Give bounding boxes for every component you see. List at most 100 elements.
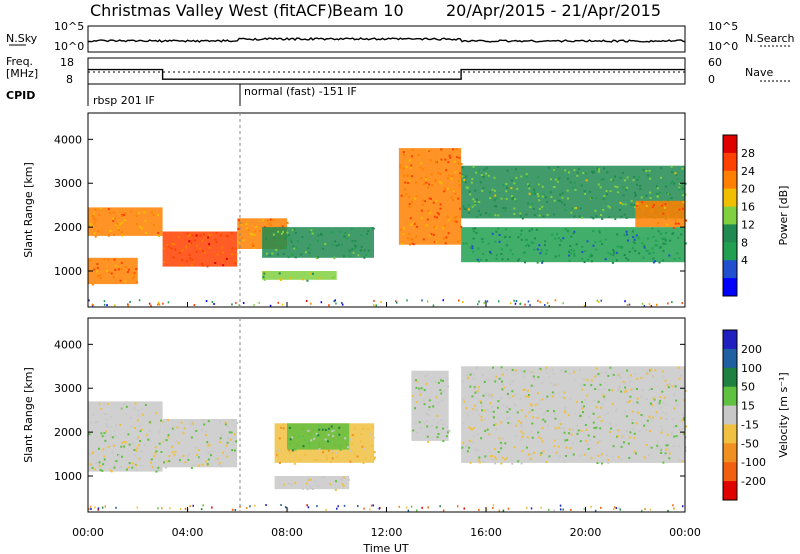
- velocity-speckle: [157, 469, 160, 472]
- velocity-speckle: [372, 426, 375, 429]
- velocity-speckle: [218, 464, 221, 467]
- power-speckle: [567, 230, 570, 233]
- velocity-speckle: [600, 453, 603, 456]
- power-speckle: [544, 196, 547, 199]
- power-speckle: [646, 249, 649, 252]
- velocity-speckle: [129, 416, 132, 419]
- velocity-ylabel: Slant Range [km]: [22, 367, 35, 463]
- power-speckle: [552, 186, 555, 188]
- velocity-speckle: [195, 429, 198, 432]
- velocity-speckle: [632, 428, 634, 431]
- power-speckle: [599, 186, 602, 189]
- velocity-speckle: [135, 449, 138, 452]
- power-speckle: [607, 205, 610, 208]
- velocity-speckle: [155, 450, 158, 453]
- velocity-speckle: [332, 435, 335, 438]
- colorbar-title: Velocity [m s⁻¹]: [777, 372, 790, 457]
- power-speckle: [672, 182, 675, 185]
- power-speckle: [663, 206, 666, 209]
- velocity-near-range-speckle: [286, 508, 289, 511]
- power-speckle: [525, 213, 528, 216]
- power-speckle: [348, 249, 351, 252]
- power-speckle: [293, 228, 296, 231]
- power-speckle: [559, 193, 562, 196]
- power-speckle: [558, 177, 561, 180]
- power-speckle: [195, 234, 198, 237]
- power-speckle: [291, 228, 294, 231]
- power-speckle: [202, 264, 204, 267]
- power-speckle: [651, 205, 654, 208]
- velocity-speckle: [215, 458, 218, 460]
- velocity-speckle: [567, 451, 570, 454]
- power-speckle: [302, 278, 305, 281]
- power-speckle: [671, 232, 674, 235]
- velocity-speckle: [595, 426, 598, 429]
- velocity-speckle: [489, 455, 492, 458]
- power-speckle: [444, 242, 447, 245]
- velocity-speckle: [619, 376, 622, 379]
- velocity-speckle: [160, 419, 162, 422]
- power-speckle: [595, 215, 598, 218]
- power-speckle: [582, 172, 585, 174]
- power-speckle: [407, 181, 410, 184]
- velocity-speckle: [520, 409, 523, 412]
- velocity-speckle: [652, 397, 655, 400]
- power-speckle: [420, 162, 423, 165]
- velocity-speckle: [304, 453, 307, 456]
- power-speckle: [438, 159, 441, 162]
- velocity-speckle: [100, 432, 103, 435]
- power-speckle: [540, 249, 543, 252]
- velocity-speckle: [189, 422, 192, 425]
- nsearch-label: N.Search: [745, 32, 795, 45]
- power-speckle: [472, 237, 475, 240]
- velocity-speckle: [107, 445, 110, 448]
- range-tick-label: 3000: [54, 177, 82, 190]
- velocity-speckle: [608, 431, 611, 433]
- velocity-speckle: [370, 445, 373, 448]
- power-speckle: [581, 216, 584, 219]
- velocity-speckle: [192, 422, 195, 425]
- power-near-range-speckle: [519, 303, 521, 305]
- velocity-speckle: [594, 375, 597, 378]
- power-speckle: [294, 231, 297, 234]
- velocity-speckle: [173, 453, 176, 456]
- power-speckle: [508, 236, 511, 238]
- power-near-range-speckle: [498, 300, 500, 303]
- velocity-speckle: [573, 379, 576, 382]
- power-speckle: [538, 207, 541, 210]
- velocity-speckle: [598, 388, 600, 391]
- power-speckle: [253, 233, 256, 236]
- velocity-speckle: [665, 412, 668, 415]
- power-speckle: [204, 251, 207, 254]
- velocity-speckle: [207, 458, 210, 461]
- power-speckle: [472, 227, 475, 230]
- power-speckle: [320, 234, 323, 236]
- power-speckle: [485, 259, 488, 262]
- power-speckle: [414, 197, 417, 200]
- colorbar-swatch: [723, 386, 737, 407]
- velocity-speckle: [554, 383, 557, 386]
- power-speckle: [674, 172, 677, 175]
- power-speckle: [311, 232, 314, 235]
- velocity-speckle: [436, 421, 439, 424]
- velocity-speckle: [288, 449, 291, 452]
- power-speckle: [633, 242, 636, 245]
- velocity-speckle: [222, 451, 224, 454]
- velocity-speckle: [551, 391, 554, 394]
- velocity-speckle: [500, 462, 503, 465]
- power-speckle: [339, 230, 342, 233]
- power-speckle: [334, 240, 336, 243]
- velocity-speckle: [104, 439, 107, 442]
- velocity-speckle: [609, 366, 612, 369]
- power-speckle: [214, 238, 217, 241]
- power-speckle: [93, 212, 96, 215]
- power-speckle: [574, 207, 576, 210]
- power-speckle: [511, 197, 514, 199]
- power-speckle: [157, 231, 160, 234]
- velocity-speckle: [327, 427, 330, 430]
- velocity-speckle: [627, 376, 630, 379]
- velocity-speckle: [178, 442, 181, 445]
- velocity-speckle: [427, 409, 430, 412]
- velocity-near-range-speckle: [672, 504, 674, 507]
